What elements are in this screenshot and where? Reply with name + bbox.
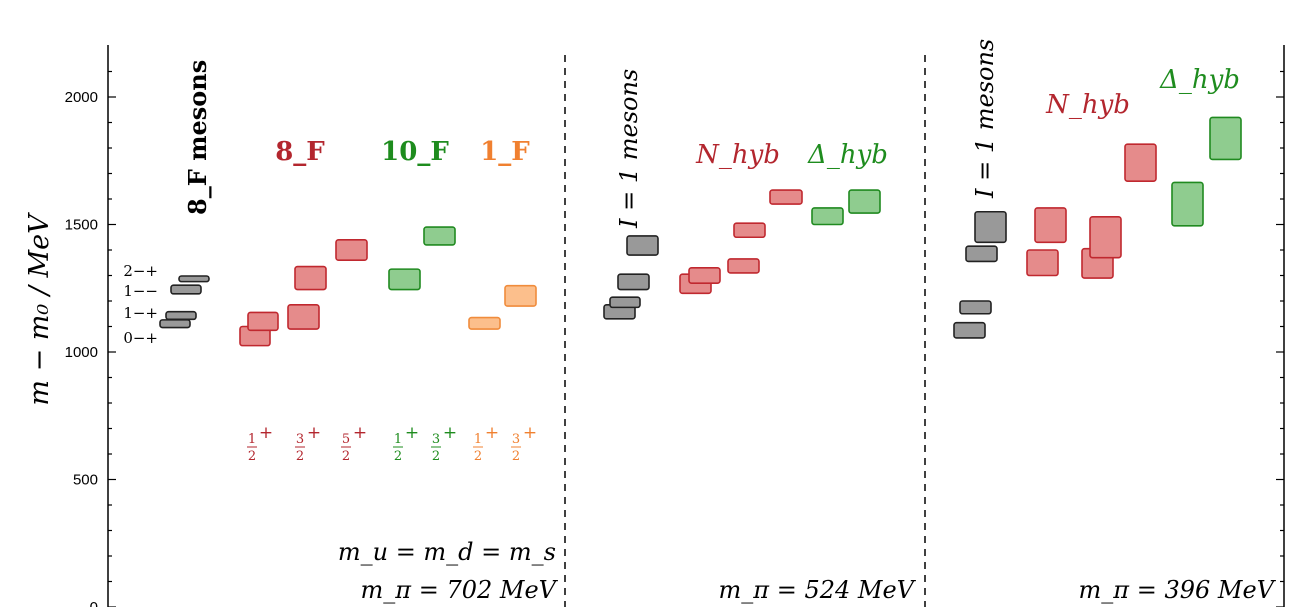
box-octet — [733, 222, 766, 239]
box-decuplet — [811, 207, 844, 226]
group-label-octet: N_hyb — [1045, 90, 1130, 120]
spin-label: 1 2+ — [393, 423, 419, 464]
jpc-label: 2−+ — [123, 262, 158, 280]
spin-denominator: 2 — [248, 449, 256, 464]
spin-numerator: 1 — [474, 432, 482, 447]
box-decuplet — [848, 189, 881, 214]
parity-sign: + — [443, 423, 457, 443]
box-meson — [165, 310, 197, 321]
y-axis-label: m − m₀ / MeV — [24, 212, 55, 406]
spin-label: 3 2+ — [431, 423, 457, 464]
y-tick-label: 500 — [73, 472, 98, 489]
parity-sign: + — [485, 423, 499, 443]
jpc-label: 1−+ — [123, 304, 158, 322]
box-singlet — [468, 316, 501, 330]
box-meson — [170, 284, 202, 295]
jpc-label: 1−− — [123, 282, 158, 300]
y-tick-label: 1000 — [65, 344, 98, 361]
jpc-label: 0−+ — [123, 329, 158, 347]
spin-label: 3 2+ — [295, 423, 321, 464]
group-label-decuplet: Δ_hyb — [1159, 65, 1240, 95]
box-meson — [178, 275, 210, 283]
box-decuplet — [1171, 181, 1204, 227]
group-label-decuplet: Δ_hyb — [807, 140, 888, 170]
spin-denominator: 2 — [394, 449, 402, 464]
box-meson — [626, 235, 659, 256]
box-octet — [688, 267, 721, 284]
spin-label: 3 2+ — [511, 423, 537, 464]
spin-denominator: 2 — [296, 449, 304, 464]
parity-sign: + — [307, 423, 321, 443]
box-octet — [1124, 143, 1157, 182]
box-meson — [953, 321, 986, 339]
spin-numerator: 3 — [512, 432, 520, 447]
box-octet — [727, 258, 760, 274]
spin-denominator: 2 — [512, 449, 520, 464]
box-meson — [965, 245, 998, 263]
y-ticks: 0 500 1000 1500 2000 — [65, 70, 1284, 607]
parity-sign: + — [259, 423, 273, 443]
box-meson — [974, 210, 1007, 244]
spin-numerator: 1 — [248, 432, 256, 447]
box-meson — [609, 296, 641, 309]
box-decuplet — [1209, 116, 1242, 161]
parity-sign: + — [353, 423, 367, 443]
box-octet — [287, 304, 320, 330]
box-meson — [159, 319, 191, 329]
spin-denominator: 2 — [432, 449, 440, 464]
box-octet — [1089, 216, 1122, 259]
box-octet — [247, 311, 279, 332]
spin-denominator: 2 — [342, 449, 350, 464]
pion-mass-label: m_π = 524 MeV — [719, 576, 917, 604]
y-tick-label: 2000 — [65, 89, 98, 106]
spin-labels: 12+ 32+ 52+ 12+ 32+ 12+ 32+ — [247, 423, 537, 464]
quark-mass-label: m_u = m_d = m_s — [338, 538, 556, 566]
data-boxes — [159, 116, 1242, 347]
panel-title: 8_F mesons — [183, 60, 212, 215]
spin-denominator: 2 — [474, 449, 482, 464]
spin-label: 1 2+ — [247, 423, 273, 464]
y-tick-label: 0 — [90, 599, 98, 607]
pion-mass-label: m_π = 396 MeV — [1079, 576, 1277, 604]
pion-mass-label: m_π = 702 MeV — [361, 576, 559, 604]
group-label-singlet: 1_F — [480, 137, 530, 167]
box-octet — [769, 189, 803, 205]
group-label-octet: N_hyb — [695, 140, 780, 170]
box-octet — [1034, 207, 1067, 244]
box-octet — [1026, 249, 1059, 277]
box-meson — [617, 273, 650, 291]
spin-numerator: 5 — [342, 432, 350, 447]
spin-label: 1 2+ — [473, 423, 499, 464]
parity-sign: + — [523, 423, 537, 443]
parity-sign: + — [405, 423, 419, 443]
panel-title: I = 1 mesons — [971, 39, 999, 199]
spin-numerator: 1 — [394, 432, 402, 447]
group-label-decuplet: 10_F — [381, 137, 449, 167]
spin-label: 5 2+ — [341, 423, 367, 464]
panel-title: I = 1 mesons — [615, 69, 643, 229]
box-decuplet — [423, 226, 456, 246]
box-octet — [294, 265, 327, 291]
box-meson — [959, 300, 992, 315]
group-label-octet: 8_F — [275, 137, 325, 167]
jpc-labels: 2−+ 1−− 1−+ 0−+ — [123, 262, 158, 347]
spin-numerator: 3 — [296, 432, 304, 447]
spin-numerator: 3 — [432, 432, 440, 447]
y-tick-label: 1500 — [65, 217, 98, 234]
box-singlet — [504, 284, 537, 307]
box-decuplet — [388, 268, 421, 291]
box-octet — [335, 239, 368, 262]
